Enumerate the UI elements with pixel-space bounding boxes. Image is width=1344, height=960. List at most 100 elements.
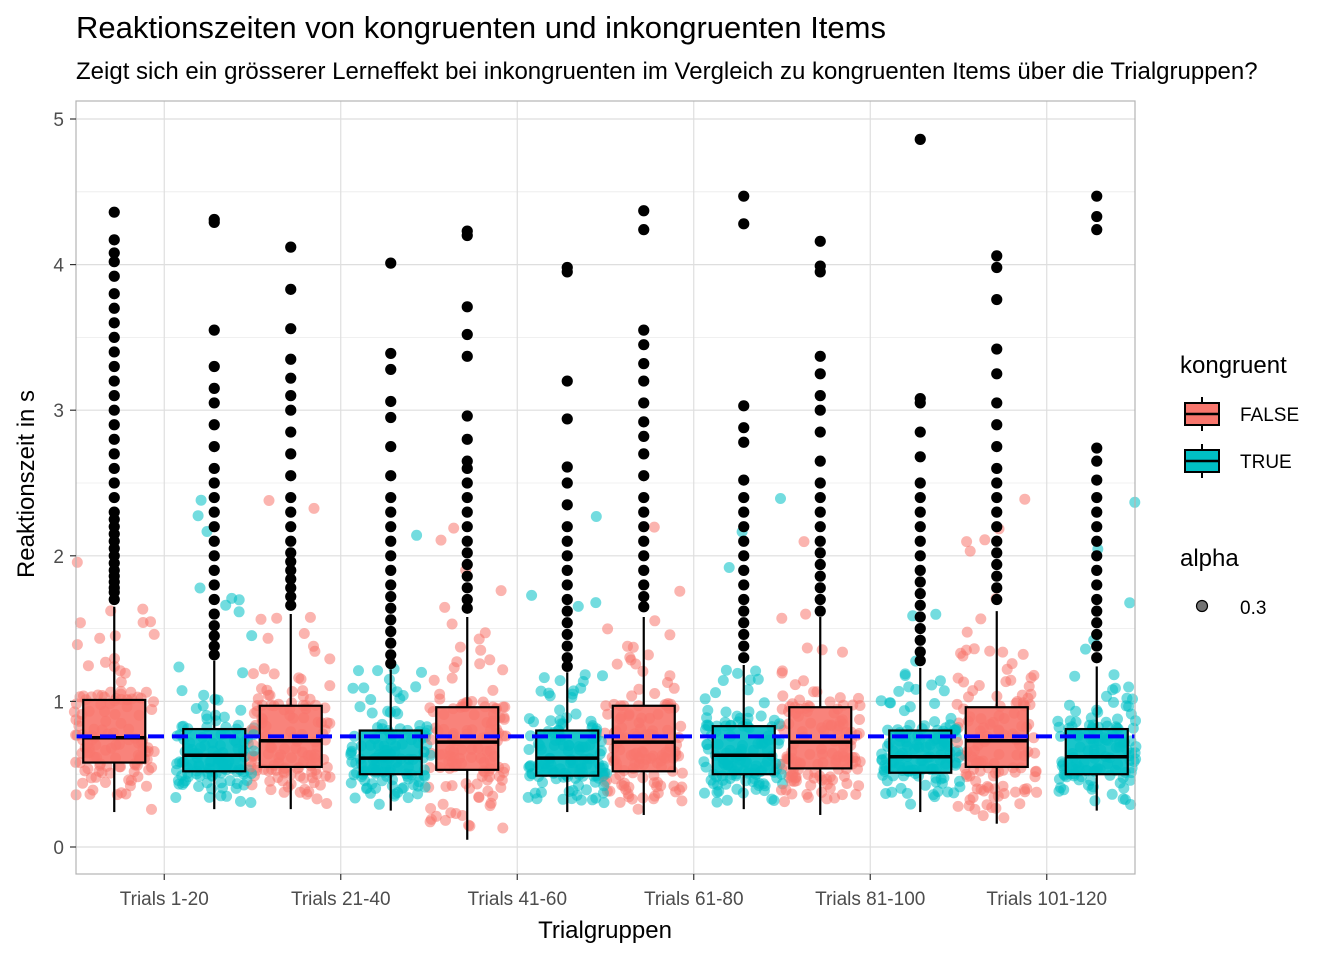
jitter-point xyxy=(94,632,106,644)
jitter-point xyxy=(676,795,688,807)
outlier-point xyxy=(561,261,573,274)
jitter-point xyxy=(402,792,414,804)
outlier-point xyxy=(108,433,120,445)
outlier-point xyxy=(991,343,1003,355)
outlier-point xyxy=(638,506,650,518)
outlier-point xyxy=(638,448,650,460)
jitter-point xyxy=(1053,721,1065,733)
outlier-point xyxy=(108,419,120,431)
jitter-point xyxy=(347,682,359,694)
jitter-point xyxy=(1009,766,1021,778)
jitter-point xyxy=(498,713,510,725)
outlier-point xyxy=(914,564,926,576)
jitter-point xyxy=(721,794,733,806)
jitter-point xyxy=(308,502,320,514)
jitter-point xyxy=(964,545,976,557)
jitter-point xyxy=(210,709,221,721)
legend-label: FALSE xyxy=(1240,405,1299,426)
outlier-point xyxy=(461,328,473,341)
outlier-point xyxy=(385,579,397,591)
jitter-point xyxy=(298,628,310,639)
outlier-point xyxy=(285,283,297,295)
jitter-point xyxy=(929,716,941,728)
jitter-point xyxy=(286,686,298,697)
jitter-point xyxy=(237,667,249,679)
jitter-point xyxy=(176,685,188,697)
jitter-point xyxy=(992,790,1004,802)
jitter-point xyxy=(345,747,357,759)
outlier-point xyxy=(208,506,220,518)
outlier-point xyxy=(108,247,120,259)
jitter-point xyxy=(979,534,991,546)
outlier-point xyxy=(385,590,397,603)
outlier-point xyxy=(285,547,297,559)
jitter-point xyxy=(590,597,602,609)
jitter-point xyxy=(975,784,987,795)
jitter-point xyxy=(264,775,276,787)
outlier-point xyxy=(561,477,573,489)
outlier-point xyxy=(285,426,297,438)
jitter-point xyxy=(600,700,612,712)
jitter-point xyxy=(879,759,891,771)
panel-border xyxy=(75,100,1136,875)
outlier-point xyxy=(561,550,573,562)
jitter-point xyxy=(320,770,332,782)
jitter-point xyxy=(590,792,602,804)
outlier-point xyxy=(991,462,1003,475)
outlier-point xyxy=(638,601,650,613)
jitter-point xyxy=(935,773,947,785)
jitter-point xyxy=(297,685,309,697)
jitter-point xyxy=(1018,783,1030,795)
outlier-point xyxy=(738,628,750,641)
outlier-point xyxy=(814,521,826,533)
jitter-point xyxy=(945,712,957,724)
outlier-point xyxy=(814,535,826,547)
x-tick-label: Trials 81-100 xyxy=(815,889,925,910)
outlier-point xyxy=(108,270,120,282)
outlier-point xyxy=(991,535,1003,547)
outlier-point xyxy=(285,241,297,253)
jitter-point xyxy=(969,803,981,815)
outlier-point xyxy=(638,550,650,562)
jitter-point xyxy=(964,770,976,782)
jitter-point xyxy=(742,684,754,696)
jitter-point xyxy=(884,697,896,709)
outlier-point xyxy=(561,375,573,387)
outlier-point xyxy=(461,506,473,518)
jitter-point xyxy=(1023,680,1035,692)
outlier-point xyxy=(461,410,473,422)
outlier-point xyxy=(814,390,826,402)
outlier-point xyxy=(461,521,473,533)
jitter-point xyxy=(614,796,626,808)
outlier-point xyxy=(461,225,473,237)
outlier-point xyxy=(814,558,826,571)
outlier-point xyxy=(814,605,826,617)
outlier-point xyxy=(1091,190,1103,202)
jitter-point xyxy=(308,777,320,789)
outlier-point xyxy=(1091,617,1103,629)
jitter-point xyxy=(354,701,366,713)
jitter-point xyxy=(245,761,257,773)
outlier-point xyxy=(638,521,650,533)
jitter-point xyxy=(743,706,755,718)
outlier-point xyxy=(1091,652,1103,664)
jitter-point xyxy=(598,797,610,809)
outlier-point xyxy=(208,360,220,373)
jitter-point xyxy=(1058,784,1070,796)
outlier-point xyxy=(738,617,750,629)
jitter-point xyxy=(425,734,437,746)
jitter-point xyxy=(537,776,548,788)
outlier-point xyxy=(738,436,750,448)
jitter-point xyxy=(526,589,538,601)
jitter-point xyxy=(414,720,426,731)
jitter-point xyxy=(602,708,614,720)
jitter-point xyxy=(451,656,463,668)
jitter-point xyxy=(837,646,848,658)
jitter-point xyxy=(768,714,780,726)
jitter-point xyxy=(194,770,206,782)
outlier-point xyxy=(814,455,826,467)
jitter-point xyxy=(800,608,812,620)
jitter-point xyxy=(309,645,321,657)
jitter-point xyxy=(1082,779,1094,791)
jitter-point xyxy=(808,772,820,784)
